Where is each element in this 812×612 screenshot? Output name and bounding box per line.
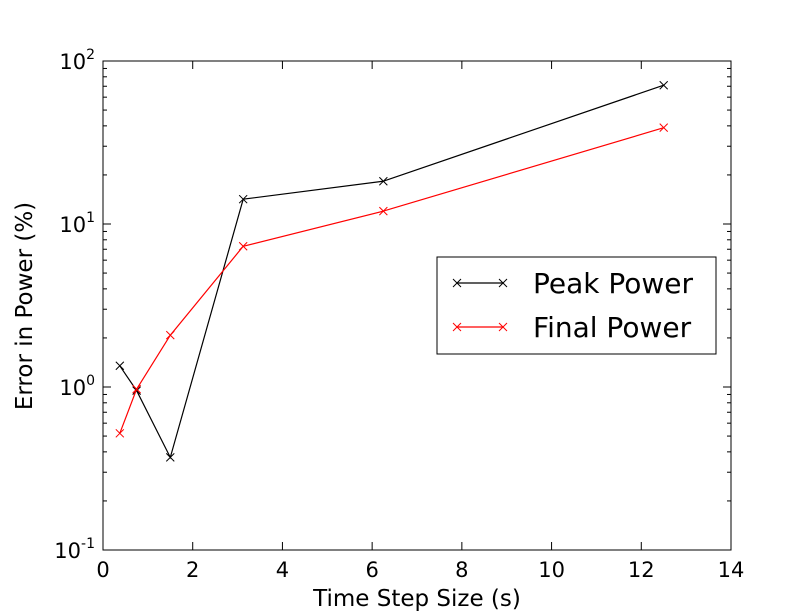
data-point-final-power (165, 330, 175, 340)
data-point-peak-power (165, 453, 175, 462)
data-point-final-power (115, 428, 125, 438)
series-line-final-power (119, 127, 664, 434)
x-tick-labels: 0 2 4 6 8 10 12 14 (96, 558, 744, 582)
x-tick-label: 0 (96, 558, 109, 582)
x-axis-label: Time Step Size (s) (312, 586, 521, 612)
data-point-peak-power (238, 194, 248, 204)
y-tick-labels: 10-1 100 101 102 (54, 47, 95, 563)
legend-marker (498, 278, 508, 288)
data-point-final-power (659, 123, 669, 133)
axis-ticks (102, 60, 732, 551)
x-tick-label: 4 (276, 558, 289, 582)
legend-entry-final-power: Final Power (452, 311, 692, 344)
y-tick-label: 101 (59, 210, 95, 237)
legend-marker (452, 278, 462, 288)
x-tick-label: 12 (628, 558, 655, 582)
x-tick-label: 10 (538, 558, 565, 582)
data-point-final-power (238, 241, 248, 251)
y-axis-label: Error in Power (%) (12, 202, 38, 410)
data-point-peak-power (379, 176, 388, 186)
legend-label: Peak Power (533, 267, 694, 300)
x-tick-label: 6 (365, 558, 378, 582)
data-point-peak-power (659, 80, 669, 90)
y-tick-label: 102 (59, 47, 95, 74)
data-point-final-power (379, 206, 388, 216)
data-point-peak-power (115, 361, 125, 371)
y-tick-label: 10-1 (54, 536, 95, 563)
legend-marker (452, 322, 462, 332)
legend-box (436, 256, 717, 355)
legend-marker (498, 322, 508, 332)
data-point-final-power (132, 384, 141, 394)
legend-label: Final Power (533, 311, 692, 344)
series-layer (115, 80, 669, 462)
x-tick-label: 8 (455, 558, 468, 582)
x-tick-label: 2 (186, 558, 199, 582)
legend: Peak Power Final Power (436, 256, 717, 355)
y-tick-label: 100 (59, 373, 95, 400)
x-tick-label: 14 (718, 558, 745, 582)
legend-entry-peak-power: Peak Power (452, 267, 694, 300)
